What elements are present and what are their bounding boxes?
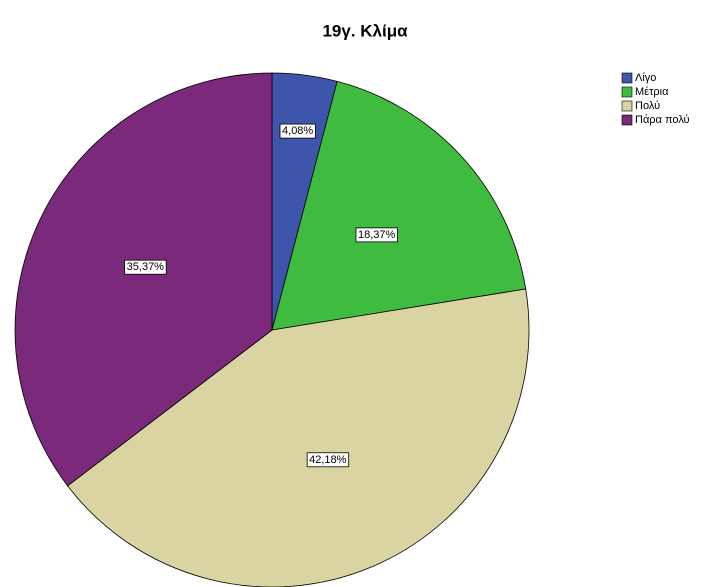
data-label: 4,08% — [282, 125, 313, 137]
legend-swatch — [621, 114, 633, 126]
chart-title: 19γ. Κλίμα — [322, 21, 408, 40]
legend-label: Λίγο — [635, 72, 656, 84]
pie-slice — [14, 72, 273, 487]
legend-swatch — [621, 100, 633, 112]
data-label: 42,18% — [309, 454, 347, 466]
data-label-box — [355, 227, 398, 243]
legend-label: Μέτρια — [635, 86, 669, 98]
legend-label: Πολύ — [635, 100, 660, 112]
pie-slice — [271, 80, 527, 331]
pie-slice — [67, 288, 530, 587]
legend-label: Πάρα πολύ — [635, 114, 690, 126]
legend-swatch — [621, 72, 633, 84]
legend-swatch — [621, 86, 633, 98]
data-label-box — [306, 452, 350, 468]
data-label-box — [124, 259, 167, 275]
data-label-box — [279, 123, 316, 139]
data-label: 18,37% — [358, 229, 396, 241]
data-label: 35,37% — [127, 261, 165, 273]
